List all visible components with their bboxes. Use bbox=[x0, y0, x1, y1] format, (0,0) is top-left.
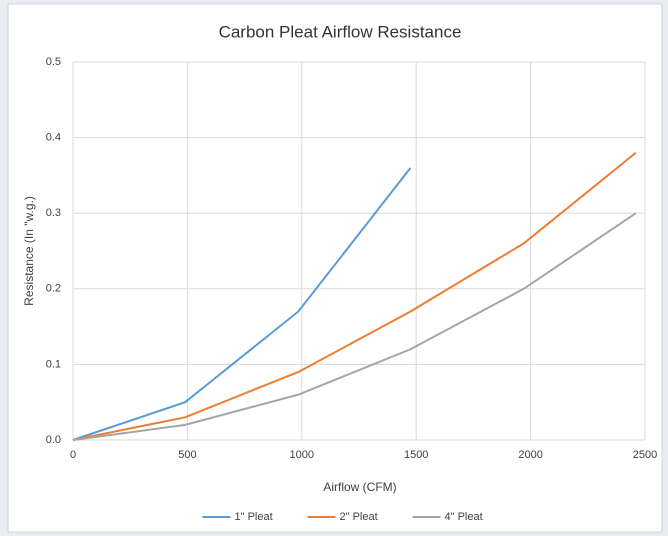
legend-label: 4" Pleat bbox=[445, 511, 483, 523]
y-tick-label: 0.3 bbox=[46, 207, 61, 219]
y-tick-label: 0.1 bbox=[46, 358, 61, 370]
x-tick-label: 0 bbox=[70, 449, 76, 461]
series-line bbox=[72, 151, 637, 441]
chart-title: Carbon Pleat Airflow Resistance bbox=[219, 22, 462, 41]
legend-label: 1" Pleat bbox=[235, 511, 273, 523]
x-tick-label: 1500 bbox=[404, 449, 428, 461]
legend-label: 2" Pleat bbox=[340, 511, 378, 523]
x-tick-label: 2000 bbox=[518, 449, 542, 461]
x-tick-label: 500 bbox=[178, 449, 196, 461]
series-line bbox=[72, 167, 412, 441]
x-tick-label: 2500 bbox=[633, 449, 657, 461]
x-axis-label: Airflow (CFM) bbox=[323, 480, 396, 494]
chart-area bbox=[7, 3, 663, 533]
y-tick-label: 0.2 bbox=[46, 283, 61, 295]
y-tick-label: 0.5 bbox=[46, 56, 61, 68]
y-tick-label: 0.0 bbox=[46, 434, 61, 446]
series-line bbox=[72, 212, 637, 441]
x-tick-label: 1000 bbox=[290, 449, 314, 461]
y-axis-label: Resistance (In "w.g.) bbox=[22, 196, 36, 306]
y-tick-label: 0.4 bbox=[46, 132, 61, 144]
